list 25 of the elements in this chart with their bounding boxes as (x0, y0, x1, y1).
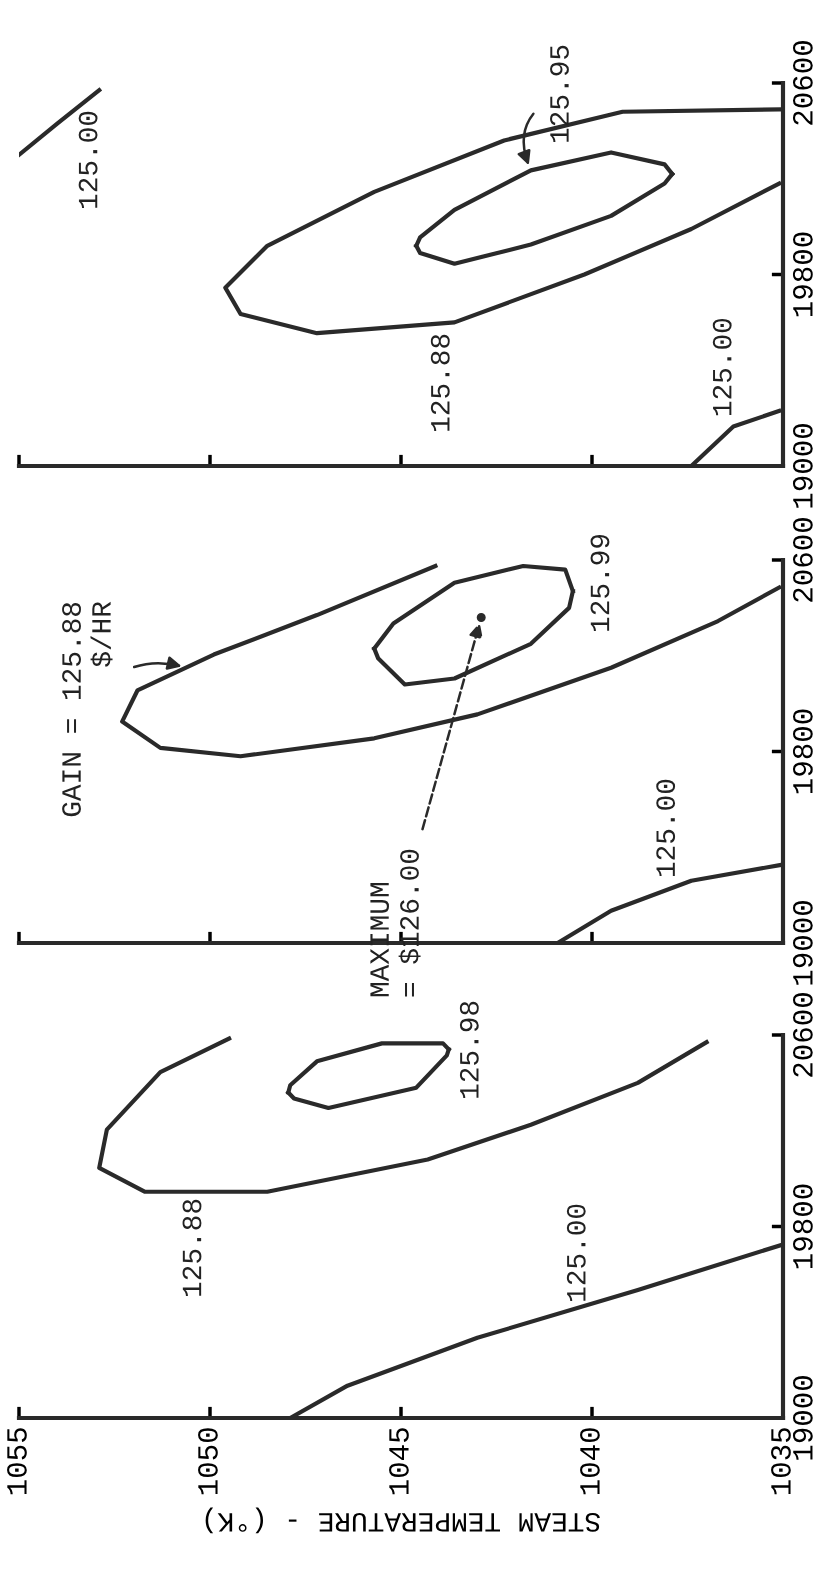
annotation: 125.95 (550, 45, 569, 142)
annotation: 125.00 (566, 1204, 586, 1301)
y-tick-label: 19000 (792, 1376, 813, 1460)
y-tick-label: 19000 (792, 424, 813, 508)
annotation: 125.98 (459, 1001, 479, 1098)
x-tick-label: 1035 (771, 1428, 791, 1495)
x-tick-label: 1045 (389, 1428, 409, 1495)
annotation: GAIN = 125.88 $/HR (62, 601, 113, 817)
y-tick-label: 20600 (792, 518, 813, 602)
annotation: 125.88 (182, 1199, 202, 1296)
y-tick-label: 19800 (792, 1184, 813, 1269)
annotation: 125.00 (712, 318, 732, 416)
x-tick-label: 1050 (198, 1428, 218, 1495)
annotation: 125.00 (78, 111, 98, 208)
annotation: 125.00 (656, 779, 676, 877)
y-tick-label: 20600 (792, 993, 813, 1077)
y-tick-label: 20600 (792, 41, 813, 125)
annotation: 125.99 (590, 534, 610, 631)
y-tick-label: 19800 (792, 232, 813, 317)
x-tick-label: 1055 (7, 1428, 27, 1495)
x-axis-title: STEAM TEMPERATURE - (°K) (205, 1507, 600, 1534)
y-tick-label: 19800 (792, 709, 813, 794)
x-tick-label: 1040 (580, 1428, 600, 1495)
annotation: 125.88 (430, 334, 450, 431)
y-tick-label: 19000 (792, 901, 813, 985)
